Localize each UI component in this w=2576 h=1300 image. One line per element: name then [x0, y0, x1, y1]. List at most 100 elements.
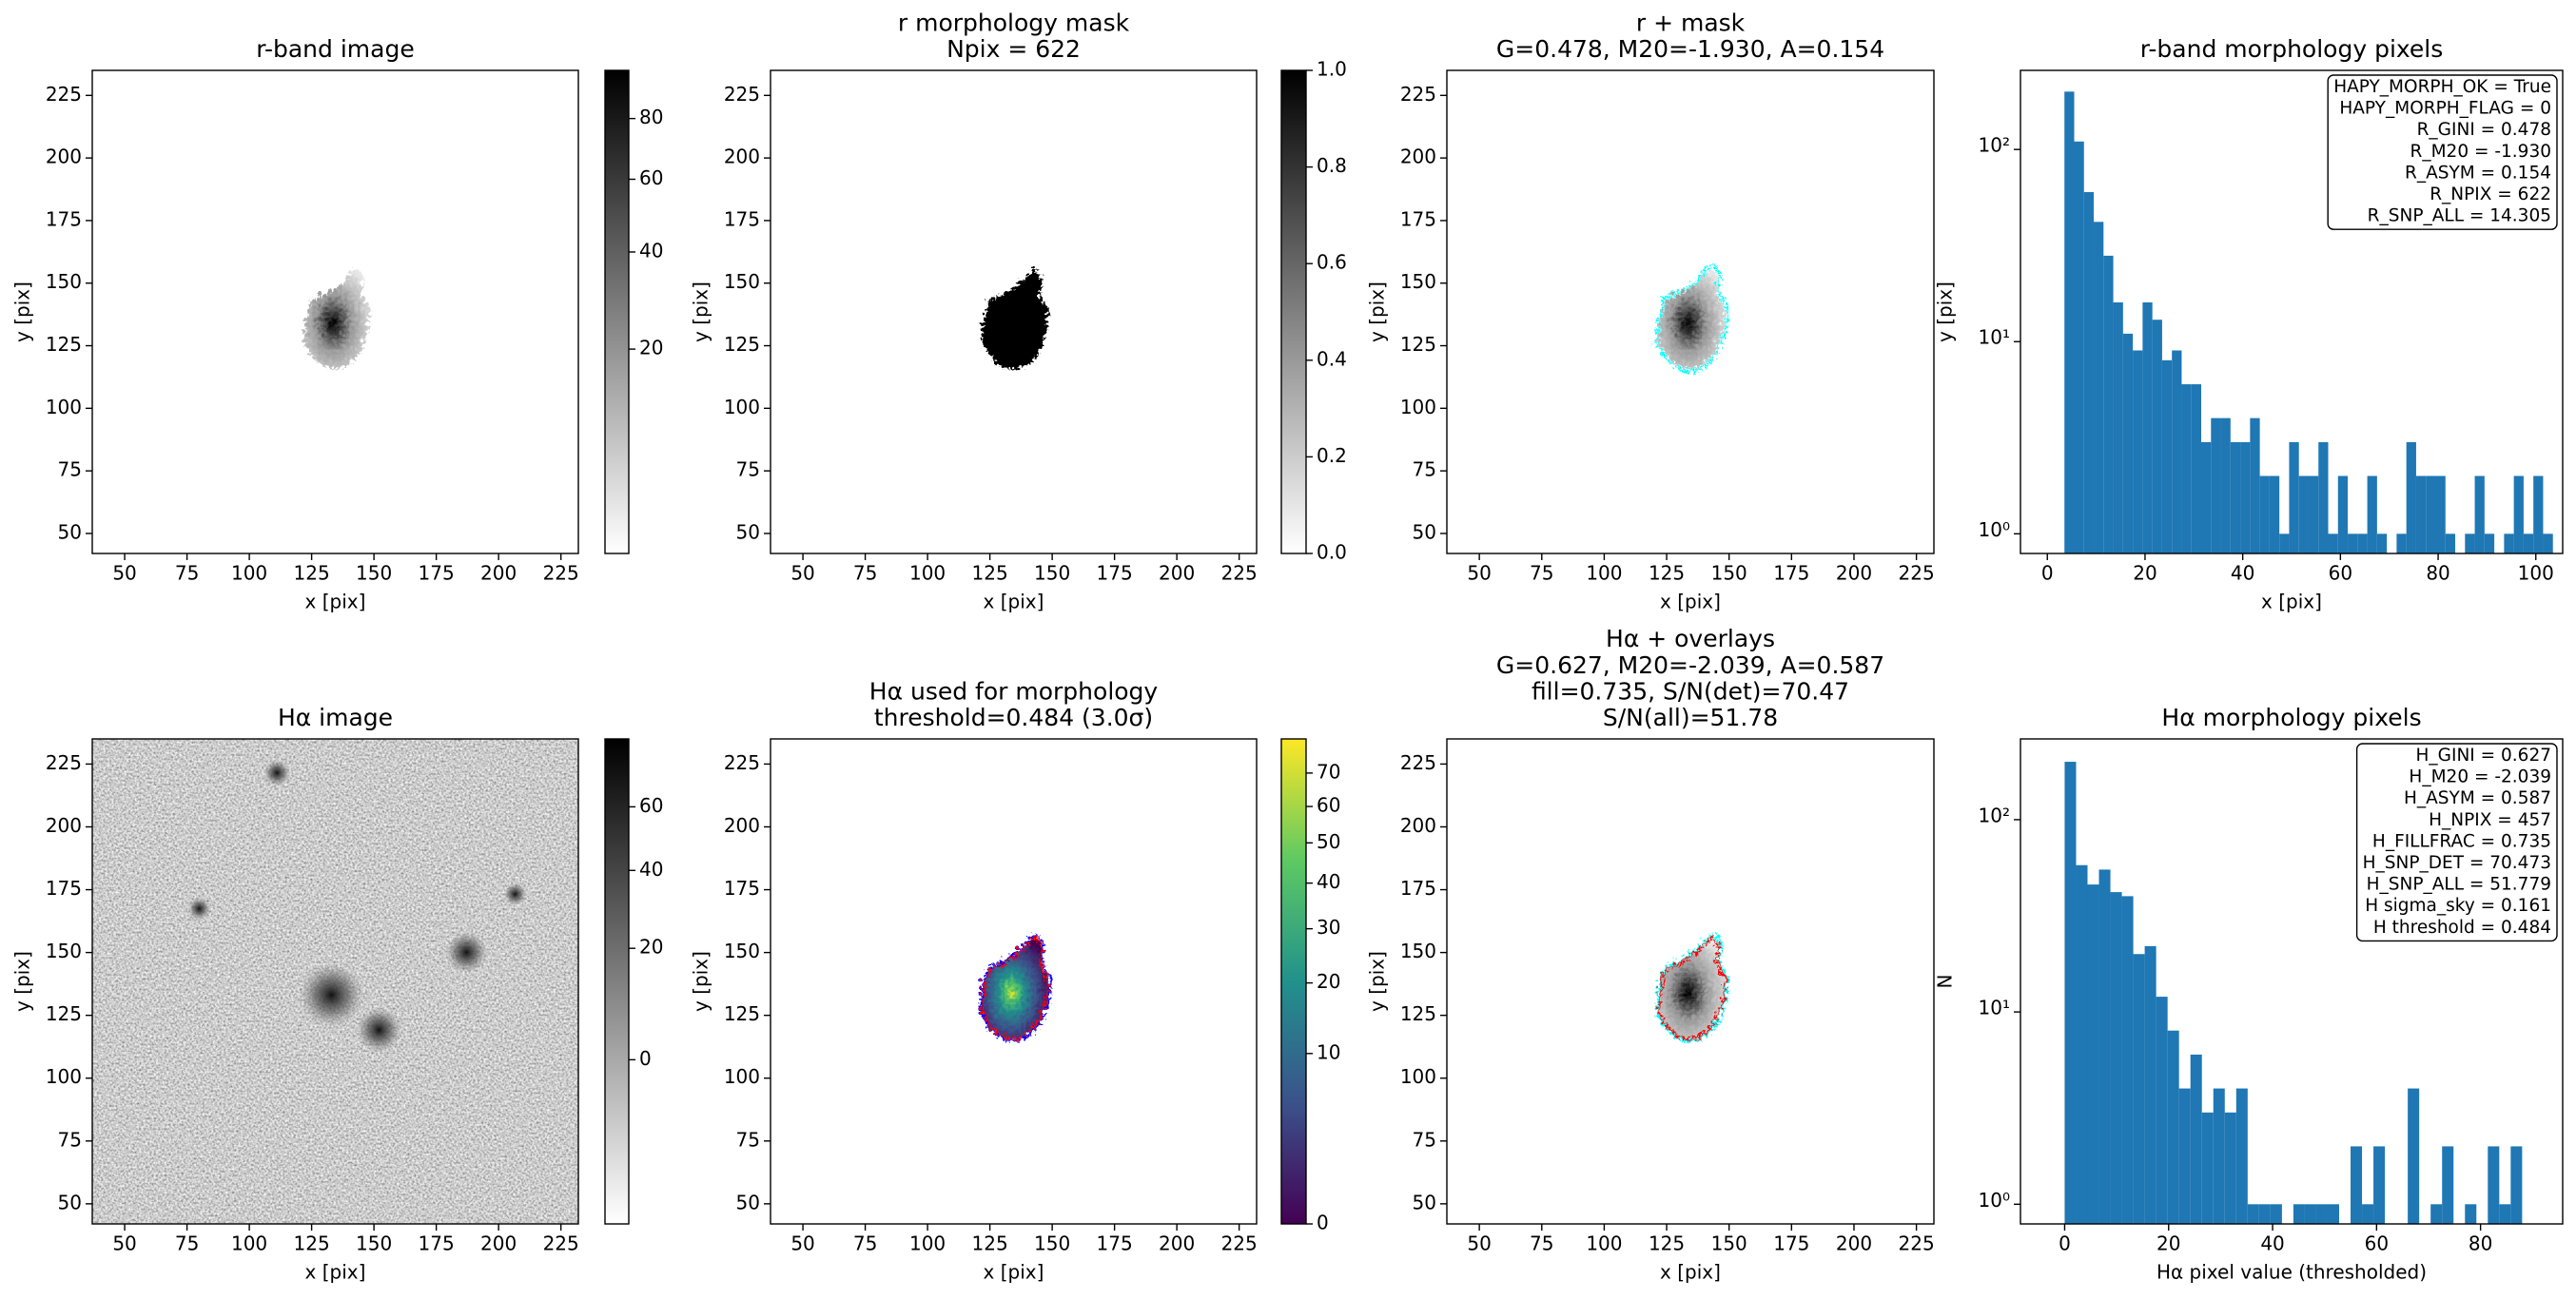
x-tick-label: 150 [1711, 562, 1747, 585]
x-tick-label: 100 [231, 562, 267, 585]
histogram-bar [2504, 534, 2514, 553]
y-tick-label: 10² [1979, 134, 2010, 157]
x-tick-label: 40 [2260, 1232, 2284, 1255]
overlay-contour [1651, 259, 1727, 370]
x-tick-label: 200 [480, 562, 517, 585]
y-tick-label: 125 [1400, 1002, 1436, 1025]
histogram-bar [2103, 255, 2114, 553]
source-blob [1654, 934, 1723, 1037]
histogram-bar [2304, 1204, 2316, 1224]
image [92, 739, 578, 1224]
colorbar-tick-label: 0 [1317, 1212, 1329, 1234]
panel-title: Npix = 622 [946, 35, 1081, 63]
image [1447, 739, 1934, 1224]
y-tick-label: 150 [46, 940, 82, 962]
histogram-bar [2474, 475, 2485, 553]
y-tick-label: 50 [1413, 1191, 1436, 1213]
annotation-line: H_GINI = 0.627 [2416, 746, 2551, 766]
source [187, 897, 211, 921]
x-tick-label: 225 [543, 562, 579, 585]
colorbar-tick-label: 1.0 [1317, 58, 1347, 81]
x-tick-label: 150 [1034, 1232, 1070, 1255]
histogram-bar [2213, 1088, 2225, 1224]
x-tick-label: 225 [1221, 1232, 1258, 1255]
histogram-bar [2406, 441, 2416, 553]
histogram-bar [2328, 534, 2338, 553]
x-tick-label: 100 [1586, 562, 1622, 585]
colorbar-tick-label: 20 [1317, 970, 1340, 993]
x-tick-label: 150 [1711, 1232, 1747, 1255]
histogram-bar [2178, 1088, 2191, 1224]
annotation-line: HAPY_MORPH_OK = True [2333, 77, 2551, 97]
y-axis-label: y [pix] [11, 951, 34, 1012]
x-tick-label: 0 [2041, 562, 2054, 585]
y-tick-label: 200 [46, 146, 82, 168]
histogram-bar [2298, 475, 2309, 553]
overlay-contour [1653, 932, 1725, 1038]
histogram-bar [2235, 1088, 2248, 1224]
histogram-bar [2144, 945, 2156, 1224]
histogram-bar [2408, 1088, 2420, 1224]
histogram-bar [2094, 222, 2104, 553]
colorbar-tick-label: 40 [639, 858, 663, 881]
annotation-line: H_SNP_DET = 70.473 [2363, 853, 2551, 873]
y-axis-label: y [pix] [690, 951, 712, 1012]
x-tick-label: 225 [1899, 1232, 1935, 1255]
histogram-bar [2367, 475, 2377, 553]
axes-frame [770, 738, 1258, 1225]
x-tick-label: 125 [1649, 562, 1685, 585]
histogram-bar [2396, 534, 2407, 553]
histogram-bar [2465, 534, 2475, 553]
source-blob [300, 264, 368, 367]
x-tick-label: 20 [2156, 1232, 2180, 1255]
y-tick-label: 50 [58, 520, 82, 543]
annotation-line: H sigma_sky = 0.161 [2365, 896, 2551, 916]
histogram-bar [2337, 475, 2349, 553]
histogram-bar [2167, 1030, 2179, 1224]
y-axis-label: y [pix] [11, 281, 34, 342]
colorbar-tick-label: 60 [639, 794, 663, 817]
y-tick-label: 75 [736, 458, 760, 481]
histogram-bar [2201, 441, 2212, 553]
x-tick-label: 50 [1467, 1232, 1491, 1255]
y-tick-label: 75 [58, 458, 82, 481]
histogram-bar [2357, 534, 2368, 553]
x-tick-label: 175 [1773, 562, 1809, 585]
y-tick-label: 150 [724, 270, 760, 293]
panel-title: fill=0.735, S/N(det)=70.47 [1532, 677, 1849, 705]
annotation-line: R_GINI = 0.478 [2417, 120, 2551, 140]
histogram-bar [2373, 1146, 2386, 1224]
colorbar-tick-label: 20 [639, 337, 663, 359]
x-tick-label: 50 [790, 1232, 814, 1255]
x-tick-label: 175 [419, 562, 455, 585]
x-tick-label: 125 [972, 1232, 1008, 1255]
overlay-contour [1651, 928, 1727, 1039]
histogram-bar [2087, 884, 2099, 1224]
histogram-bar [2430, 1204, 2443, 1224]
y-tick-label: 100 [724, 396, 760, 418]
histogram-bar [2172, 350, 2182, 553]
colorbar [1280, 69, 1307, 554]
panel-title: r + mask [1636, 9, 1746, 36]
histogram-bar [2250, 417, 2260, 553]
histogram-bar [2376, 534, 2388, 553]
annotation-frame [2327, 74, 2558, 230]
histogram-bar [2133, 954, 2145, 1224]
y-tick-label: 10⁰ [1979, 518, 2010, 541]
x-tick-label: 225 [1221, 562, 1258, 585]
histogram-bar [2083, 192, 2095, 554]
panel-title: Hα morphology pixels [2161, 704, 2421, 731]
x-tick-label: 125 [294, 1232, 330, 1255]
image [771, 70, 1257, 553]
histogram-bar [2098, 869, 2111, 1224]
y-tick-label: 200 [724, 146, 760, 168]
histogram-bar [2133, 350, 2143, 553]
y-tick-label: 100 [724, 1065, 760, 1088]
y-tick-label: 125 [1400, 333, 1436, 356]
x-tick-label: 175 [1097, 1232, 1133, 1255]
y-tick-label: 175 [1400, 877, 1436, 900]
histogram-bar [2191, 384, 2201, 553]
histogram-bar [2488, 1146, 2500, 1224]
